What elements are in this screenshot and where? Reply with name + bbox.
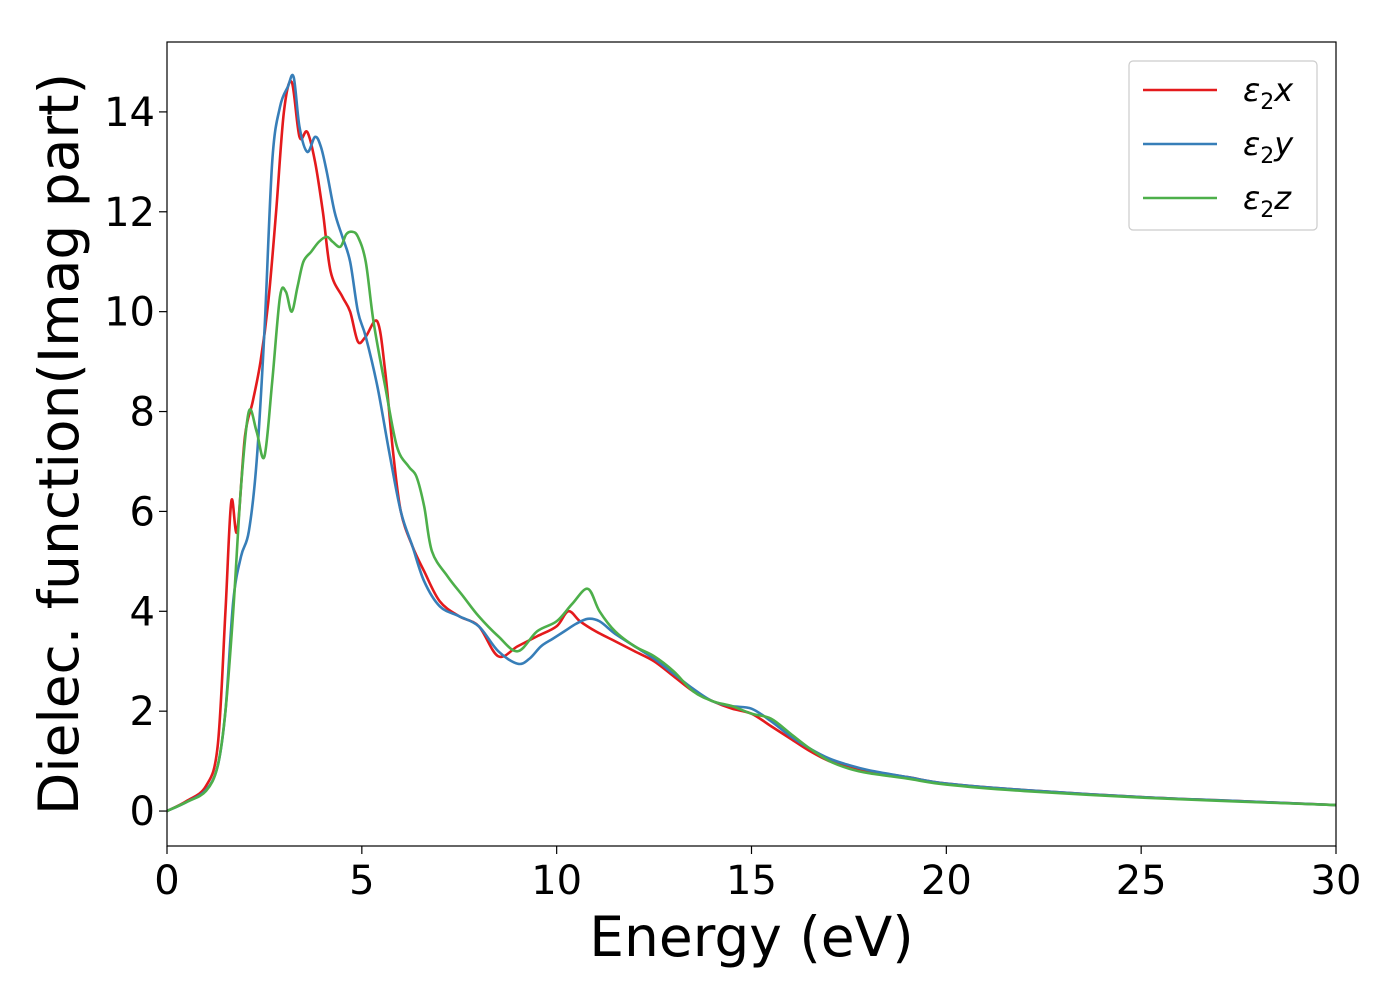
legend-label-z: ε2z bbox=[1243, 179, 1292, 223]
x-tick-label: 20 bbox=[921, 858, 972, 904]
series-layer bbox=[167, 73, 1336, 813]
legend-label-y: ε2y bbox=[1243, 125, 1294, 169]
x-tick-label: 5 bbox=[349, 858, 374, 904]
legend-label-x: ε2x bbox=[1243, 71, 1294, 115]
x-tick-label: 30 bbox=[1311, 858, 1362, 904]
y-tick-label: 12 bbox=[104, 190, 155, 236]
series-line-x bbox=[167, 79, 1336, 813]
y-tick-label: 8 bbox=[130, 390, 155, 436]
y-tick-label: 2 bbox=[130, 689, 155, 735]
x-tick-label: 10 bbox=[531, 858, 582, 904]
legend-box bbox=[1128, 60, 1318, 231]
y-tick-label: 10 bbox=[104, 290, 155, 336]
y-tick-label: 14 bbox=[104, 90, 155, 136]
series-line-z bbox=[167, 230, 1336, 813]
x-ticks: 0 5 10 15 20 25 30 bbox=[154, 846, 1361, 904]
legend: ε2x ε2y ε2z bbox=[1128, 60, 1318, 231]
series-line-y bbox=[167, 73, 1336, 813]
x-tick-label: 15 bbox=[726, 858, 777, 904]
x-tick-label: 0 bbox=[154, 858, 179, 904]
x-axis-label: Energy (eV) bbox=[589, 905, 913, 969]
y-tick-label: 4 bbox=[130, 589, 155, 635]
y-tick-label: 0 bbox=[130, 789, 155, 835]
x-tick-label: 25 bbox=[1116, 858, 1167, 904]
y-axis-label: Dielec. function(Imag part) bbox=[27, 73, 91, 815]
y-tick-label: 6 bbox=[130, 489, 155, 535]
y-ticks: 0 2 4 6 8 10 12 14 bbox=[104, 90, 167, 835]
